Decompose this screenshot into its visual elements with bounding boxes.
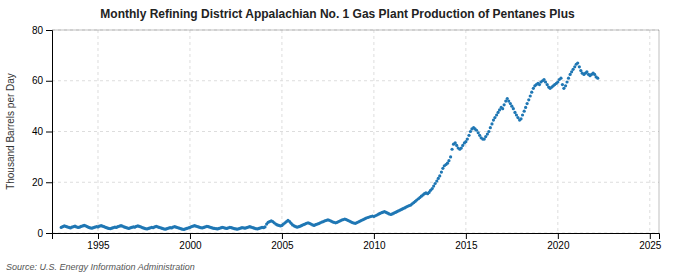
point: [489, 126, 492, 129]
frame-right: [659, 30, 660, 233]
tick: 80: [32, 25, 52, 36]
point: [519, 117, 522, 120]
point: [450, 148, 453, 151]
tick-mark: [466, 233, 467, 239]
point: [567, 77, 570, 80]
point: [530, 91, 533, 94]
tick-mark: [650, 233, 651, 239]
tick-mark: [46, 30, 52, 31]
grid-line-y: [52, 182, 659, 183]
tick: 2005: [271, 233, 294, 251]
point: [447, 159, 450, 162]
point: [467, 134, 470, 137]
tick-mark: [558, 233, 559, 239]
tick-label: 2020: [547, 240, 570, 251]
tick-label: 0: [37, 228, 43, 239]
point: [526, 102, 529, 105]
tick: 20: [32, 177, 52, 188]
tick-label: 2015: [455, 240, 478, 251]
tick: 60: [32, 75, 52, 86]
point: [438, 174, 441, 177]
point: [490, 122, 493, 125]
point: [449, 155, 452, 158]
point: [559, 77, 562, 80]
frame-top: [52, 30, 659, 31]
tick-mark: [98, 233, 99, 239]
tick: 1995: [87, 233, 110, 251]
axis-line: [46, 31, 53, 234]
grid-line-x: [97, 30, 98, 233]
points: [60, 61, 600, 231]
tick-label: 2025: [639, 240, 662, 251]
point: [521, 113, 524, 116]
grid-line-x: [649, 30, 650, 233]
tick-label: 1995: [87, 240, 110, 251]
tick: 2020: [547, 233, 570, 251]
tick: 2015: [455, 233, 478, 251]
point: [564, 84, 567, 87]
point: [576, 61, 579, 64]
tick-mark: [374, 233, 375, 239]
source: Source: U.S. Energy Information Administ…: [6, 262, 195, 272]
x-axis: 1995 2000 2005 2010 2015 2020 2025: [53, 233, 662, 251]
point: [487, 130, 490, 133]
axis-line: [53, 234, 660, 240]
point: [527, 98, 530, 101]
grid-line-x: [373, 30, 374, 233]
point: [529, 94, 532, 97]
title: Monthly Refining District Appalachian No…: [100, 7, 575, 21]
point: [578, 65, 581, 68]
tick-label: 40: [32, 126, 44, 137]
tick-mark: [46, 81, 52, 82]
point: [523, 110, 526, 113]
y-axis: 0 20 40 60 80: [32, 25, 53, 239]
point: [561, 83, 564, 86]
tick-mark: [190, 233, 191, 239]
tick-label: 60: [32, 75, 44, 86]
point: [501, 107, 504, 110]
tick-label: 2005: [271, 240, 294, 251]
point: [565, 80, 568, 83]
tick-label: 2010: [363, 240, 386, 251]
grid: [52, 30, 659, 233]
point: [503, 103, 506, 106]
tick-label: 80: [32, 25, 44, 36]
plot-area: 1995 2000 2005 2010 2015 2020 2025 0 20 40 60 80: [32, 25, 662, 251]
tick: 40: [32, 126, 52, 137]
tick-mark: [282, 233, 283, 239]
y-label: Thousand Barrels per Day: [5, 73, 16, 190]
point: [466, 138, 469, 141]
point: [263, 225, 266, 228]
tick-mark: [46, 132, 52, 133]
tick-mark: [46, 182, 52, 183]
point: [596, 77, 599, 80]
tick: 2025: [639, 233, 662, 251]
tick: 2000: [179, 233, 202, 251]
tick-mark: [46, 233, 52, 234]
tick-label: 20: [32, 177, 44, 188]
tick-label: 2000: [179, 240, 202, 251]
point: [440, 171, 443, 174]
point: [512, 107, 515, 110]
grid-line-y: [52, 30, 659, 31]
tick: 2010: [363, 233, 386, 251]
tick: 0: [37, 228, 52, 239]
grid-line-y: [52, 131, 659, 132]
chart: 1995 2000 2005 2010 2015 2020 2025 0 20 40 60 80 Mon…: [0, 0, 675, 275]
point: [524, 106, 527, 109]
